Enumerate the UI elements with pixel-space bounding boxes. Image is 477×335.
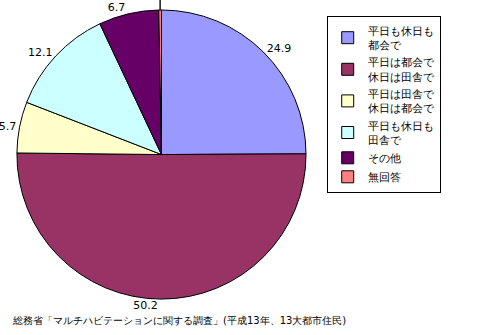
svg-text:6.7: 6.7 bbox=[108, 1, 126, 14]
svg-text:その他: その他 bbox=[368, 152, 401, 165]
svg-text:無回答: 無回答 bbox=[368, 171, 401, 184]
svg-text:5.7: 5.7 bbox=[0, 120, 16, 133]
svg-text:50.2: 50.2 bbox=[133, 299, 158, 312]
svg-text:24.9: 24.9 bbox=[267, 42, 292, 55]
svg-text:平日は都会で休日は田舎で: 平日は都会で休日は田舎で bbox=[368, 56, 435, 83]
svg-text:12.1: 12.1 bbox=[28, 46, 53, 59]
svg-text:総務省「マルチハビテーションに関する調査」(平成13年、13: 総務省「マルチハビテーションに関する調査」(平成13年、13大都市住民) bbox=[12, 315, 346, 326]
svg-text:0.3: 0.3 bbox=[139, 0, 157, 1]
svg-text:平日は田舎で休日は都会で: 平日は田舎で休日は都会で bbox=[368, 88, 435, 115]
svg-text:平日も休日も田舎で: 平日も休日も田舎で bbox=[368, 120, 434, 147]
svg-text:平日も休日も都会で: 平日も休日も都会で bbox=[368, 25, 434, 52]
